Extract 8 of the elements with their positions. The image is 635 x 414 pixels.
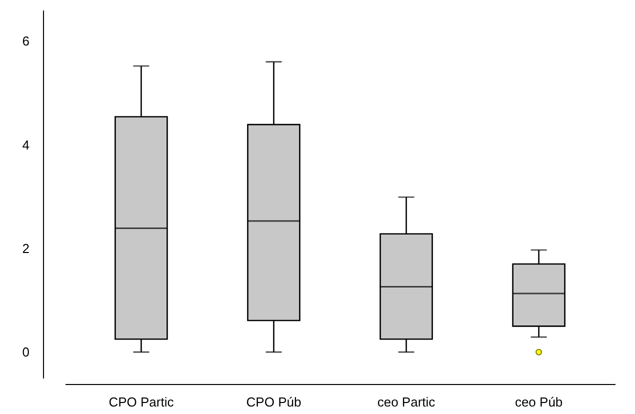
- y-tick-label: 0: [22, 344, 30, 360]
- x-tick-label: CPO Partic: [108, 394, 174, 410]
- x-tick-label: CPO Púb: [246, 394, 302, 410]
- x-tick-label: ceo Púb: [514, 394, 563, 410]
- y-tick-label: 2: [22, 240, 30, 256]
- y-tick-label: 4: [22, 137, 30, 152]
- x-tick-label: ceo Partic: [377, 394, 436, 410]
- y-tick-label: 6: [22, 34, 30, 49]
